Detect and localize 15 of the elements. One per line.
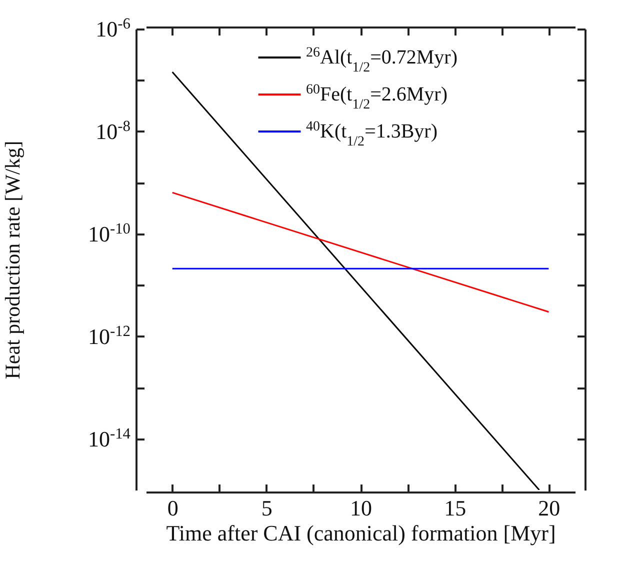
y-tick-label: 10$^{-10}$ [88, 220, 131, 246]
x-tick-label: 5 [261, 496, 272, 520]
legend-label: $^{26}$Al(t$_{1/2}$=0.72Myr) [306, 45, 458, 75]
legend-label: $^{60}$Fe(t$_{1/2}$=2.6Myr) [306, 82, 448, 112]
y-tick-label: 10$^{-8}$ [96, 117, 131, 144]
y-tick-label: 10$^{-14}$ [88, 424, 131, 452]
y-axis-title: Heat production rate [W/kg] [0, 140, 25, 380]
y-tick-label: 10$^{-6}$ [96, 15, 131, 42]
x-tick-label: 20 [538, 496, 560, 520]
y-tick-label: 10$^{-12}$ [88, 322, 130, 349]
x-axis-title: Time after CAI (canonical) formation [Myr] [166, 520, 556, 546]
x-tick-label: 15 [444, 496, 466, 520]
x-tick-label: 0 [167, 496, 178, 520]
x-tick-label: 10 [350, 496, 372, 520]
legend-label: $^{40}$K(t$_{1/2}$=1.3Byr) [306, 119, 438, 149]
